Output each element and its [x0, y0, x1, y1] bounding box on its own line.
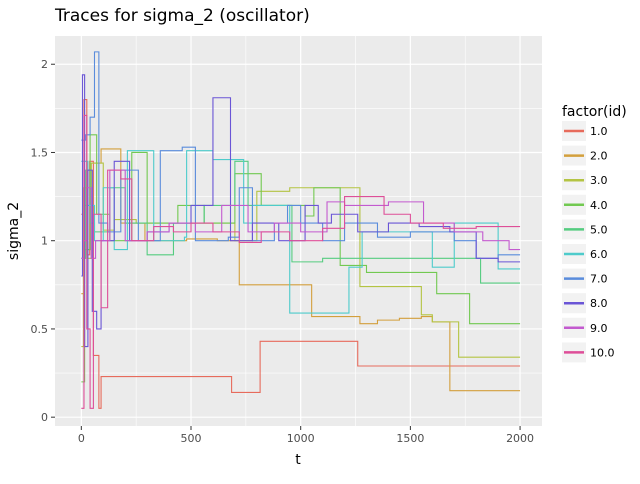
legend-label: 5.0 [590, 223, 608, 236]
series-layer [81, 51, 521, 409]
legend-label: 9.0 [590, 322, 608, 335]
plot-panel [55, 36, 542, 426]
legend-label: 2.0 [590, 150, 608, 163]
x-axis-label: t [295, 452, 301, 468]
y-axis: 0 0.5 1 1.5 2 [31, 58, 55, 424]
legend-label: 7.0 [590, 273, 608, 286]
legend-label: 3.0 [590, 174, 608, 187]
series-trace-7 [81, 51, 521, 259]
x-tick-label: 1000 [287, 432, 315, 445]
series-trace-10 [81, 114, 521, 409]
legend-label: 1.0 [590, 125, 608, 138]
y-tick-label: 2 [41, 58, 48, 71]
legend-label: 10.0 [590, 346, 615, 359]
legend-title: factor(id) [562, 104, 627, 120]
x-tick-label: 1500 [396, 432, 424, 445]
legend-label: 4.0 [590, 199, 608, 212]
legend-label: 8.0 [590, 297, 608, 310]
x-axis: 0 500 1000 1500 2000 [78, 426, 534, 445]
y-axis-label: sigma_2 [6, 202, 22, 260]
chart-title: Traces for sigma_2 (oscillator) [54, 6, 310, 26]
legend-label: 6.0 [590, 248, 608, 261]
y-tick-label: 0 [41, 411, 48, 424]
x-tick-label: 500 [181, 432, 202, 445]
x-tick-label: 0 [78, 432, 85, 445]
y-tick-label: 0.5 [31, 323, 49, 336]
legend: factor(id) 1.0 2.0 3.0 4.0 5.0 6.0 7.0 8.0 9.0 10… [562, 104, 627, 363]
x-tick-label: 2000 [506, 432, 534, 445]
y-tick-label: 1 [41, 235, 48, 248]
y-tick-label: 1.5 [31, 146, 49, 159]
